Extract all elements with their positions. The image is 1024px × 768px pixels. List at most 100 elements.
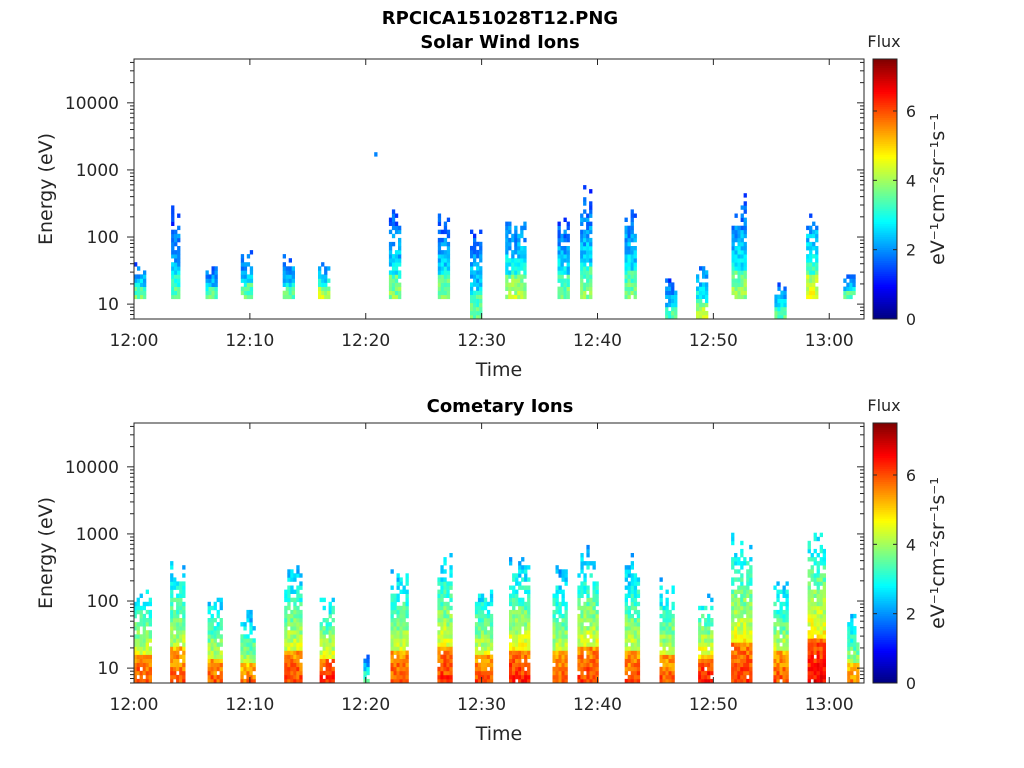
flux-cell — [665, 306, 669, 312]
flux-cell — [518, 573, 522, 578]
flux-cell — [293, 577, 297, 582]
flux-cell — [592, 585, 596, 590]
flux-cell — [182, 618, 186, 623]
flux-cell — [749, 565, 753, 570]
flux-cell — [443, 290, 448, 296]
flux-cell — [731, 262, 735, 267]
flux-cell — [246, 646, 250, 651]
flux-cell — [558, 646, 562, 651]
flux-cell — [810, 593, 814, 598]
flux-cell — [440, 569, 444, 574]
flux-cell — [474, 630, 479, 635]
flux-cell — [589, 654, 593, 659]
flux-cell — [440, 674, 444, 680]
flux-cell — [402, 654, 406, 659]
flux-cell — [143, 290, 147, 296]
flux-cell — [208, 278, 212, 283]
flux-cell — [145, 642, 149, 647]
flux-cell — [393, 626, 397, 631]
colorbar-segment — [873, 249, 897, 253]
flux-cell — [624, 258, 628, 263]
flux-cell — [284, 589, 288, 594]
flux-cell — [182, 650, 186, 655]
solar-wind-axes: 12:00 12:10 12:20 12:30 12:40 12:50 13:0010100… — [65, 59, 864, 351]
flux-cell — [449, 573, 453, 578]
flux-cell — [521, 585, 525, 590]
flux-cell — [524, 605, 528, 611]
flux-cell — [674, 306, 678, 312]
flux-cell — [249, 630, 253, 635]
flux-cell — [473, 306, 477, 312]
flux-cell — [210, 666, 214, 672]
flux-cell — [170, 618, 174, 623]
flux-cell — [174, 250, 178, 255]
flux-cell — [517, 246, 521, 251]
flux-cell — [701, 626, 705, 631]
flux-cell — [216, 662, 220, 668]
flux-cell — [394, 270, 399, 275]
flux-cell — [523, 294, 527, 300]
flux-cell — [564, 581, 568, 586]
flux-cell — [523, 221, 527, 226]
flux-cell — [284, 597, 288, 603]
flux-cell — [145, 618, 149, 623]
flux-cell — [810, 589, 814, 594]
flux-cell — [743, 557, 747, 562]
flux-cell — [806, 274, 810, 279]
flux-cell — [489, 670, 494, 676]
flux-cell — [399, 674, 403, 680]
flux-cell — [299, 678, 303, 684]
flux-cell — [668, 286, 672, 291]
flux-cell — [633, 638, 638, 643]
flux-cell — [145, 670, 149, 676]
flux-cell — [734, 262, 738, 267]
flux-cell — [561, 618, 565, 623]
flux-cell — [440, 254, 445, 259]
flux-cell — [521, 557, 525, 562]
flux-cell — [527, 613, 531, 619]
flux-cell — [586, 609, 590, 615]
flux-cell — [731, 658, 735, 663]
flux-cell — [318, 294, 322, 300]
flux-cell — [577, 589, 581, 594]
flux-cell — [636, 634, 641, 639]
colorbar-segment — [873, 592, 897, 595]
flux-cell — [388, 250, 393, 255]
flux-cell — [402, 618, 406, 623]
flux-cell — [665, 658, 669, 663]
flux-cell — [701, 642, 705, 647]
flux-cell — [627, 573, 631, 578]
flux-cell — [665, 678, 669, 684]
flux-cell — [633, 622, 638, 627]
flux-cell — [396, 670, 400, 676]
flux-cell — [589, 205, 593, 210]
flux-cell — [322, 626, 326, 631]
flux-cell — [324, 282, 328, 287]
flux-cell — [446, 278, 451, 283]
flux-cell — [393, 634, 397, 639]
flux-cell — [182, 634, 186, 639]
flux-cell — [174, 290, 178, 296]
flux-cell — [704, 678, 708, 684]
flux-cell — [443, 674, 447, 680]
flux-cell — [740, 565, 744, 570]
flux-cell — [512, 613, 516, 619]
flux-cell — [705, 310, 709, 316]
flux-cell — [520, 266, 524, 271]
colorbar-segment — [873, 254, 897, 257]
flux-cell — [176, 662, 180, 668]
flux-cell — [564, 618, 568, 623]
flux-cell — [743, 630, 747, 635]
flux-cell — [850, 634, 854, 639]
flux-cell — [287, 618, 291, 623]
flux-cell — [731, 593, 735, 598]
flux-cell — [205, 278, 209, 283]
flux-cell — [173, 654, 177, 659]
flux-cell — [405, 642, 409, 647]
flux-cell — [740, 254, 744, 259]
flux-cell — [630, 593, 634, 598]
flux-cell — [293, 601, 297, 607]
flux-cell — [586, 585, 590, 590]
flux-cell — [737, 262, 741, 267]
flux-cell — [399, 646, 403, 651]
